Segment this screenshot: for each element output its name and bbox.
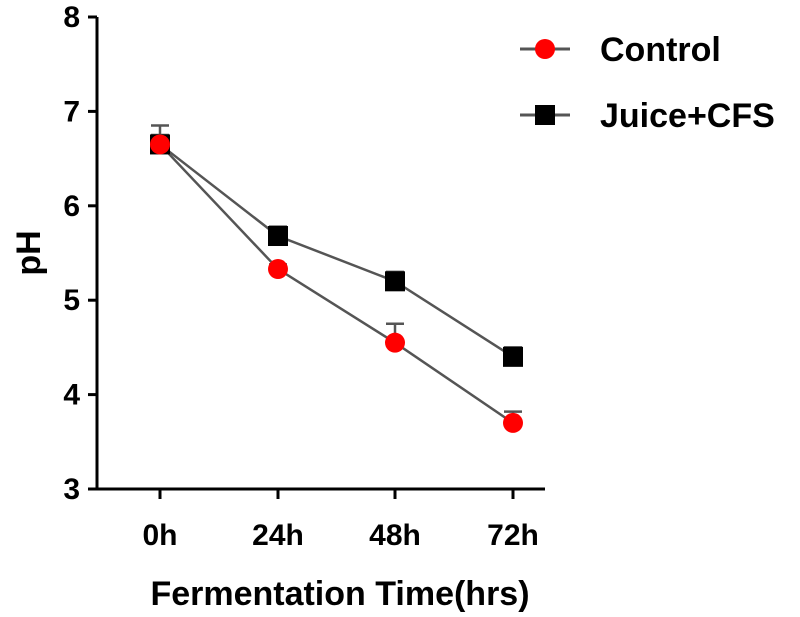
x-tick-label: 0h	[142, 519, 177, 552]
y-tick-label: 3	[63, 473, 80, 506]
y-tick-label: 6	[63, 190, 80, 223]
data-point-control	[150, 134, 170, 155]
data-point-control	[268, 259, 288, 280]
y-tick-label: 8	[63, 1, 80, 34]
data-point-control	[503, 412, 523, 433]
data-point-control	[385, 332, 405, 353]
y-tick-label: 5	[63, 284, 80, 317]
legend-marker-juice-cfs	[535, 105, 555, 125]
legend-marker-control	[535, 39, 555, 59]
data-point-juice-cfs	[385, 271, 405, 292]
y-tick-label: 7	[63, 95, 80, 128]
x-axis-ticks: 0h 24h 48h 72h	[142, 489, 539, 552]
data-point-juice-cfs	[268, 226, 288, 247]
legend-label-control: Control	[600, 31, 721, 69]
data-point-juice-cfs	[503, 346, 523, 367]
legend-label-juice-cfs: Juice+CFS	[600, 97, 775, 135]
y-axis-title: pH	[10, 230, 48, 275]
series-line-juice-cfs	[159, 143, 514, 358]
x-tick-label: 72h	[487, 519, 539, 552]
x-tick-label: 24h	[252, 519, 304, 552]
y-axis-ticks: 3 4 5 6 7 8	[63, 1, 97, 506]
legend: Control Juice+CFS	[520, 31, 775, 135]
series-line-control	[159, 143, 514, 424]
y-tick-label: 4	[63, 379, 80, 412]
plot-area	[150, 124, 523, 433]
x-axis-title: Fermentation Time(hrs)	[150, 575, 529, 613]
x-tick-label: 48h	[369, 519, 421, 552]
